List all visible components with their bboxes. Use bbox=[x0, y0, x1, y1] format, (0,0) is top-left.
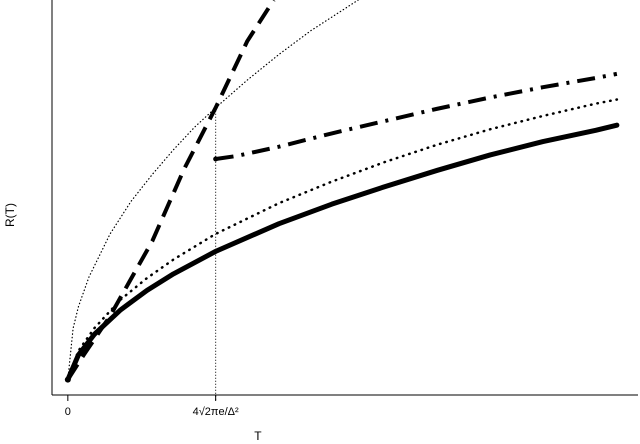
origin-point bbox=[64, 376, 71, 383]
series-line-dotted bbox=[66, 98, 619, 381]
x-tick-label: 4√2πe/Δ² bbox=[193, 406, 239, 418]
series-line-dash-dot-thick bbox=[215, 71, 618, 162]
series-line-dashed-thick bbox=[66, 0, 276, 381]
plot-frame bbox=[51, 0, 638, 396]
series-line-dotted-thin bbox=[67, 0, 359, 381]
dash-dot-start-point bbox=[213, 156, 219, 162]
y-axis-label: R(T) bbox=[3, 203, 17, 227]
x-tick-label: 0 bbox=[65, 406, 71, 418]
x-ticks: 0 4√2πe/Δ² bbox=[65, 395, 239, 418]
series-line-solid-thick bbox=[65, 122, 620, 383]
series-layer bbox=[64, 0, 620, 401]
x-axis-label: T bbox=[254, 429, 262, 443]
